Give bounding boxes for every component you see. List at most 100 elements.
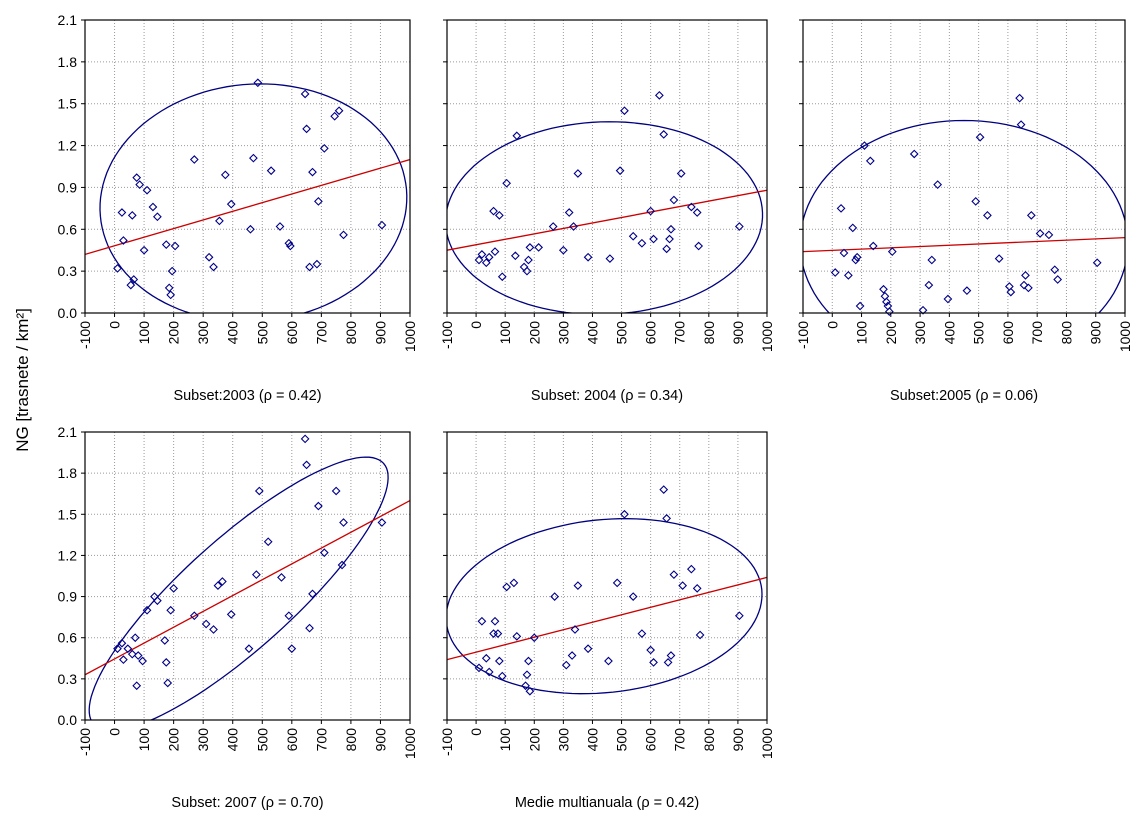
data-point <box>497 671 507 681</box>
data-point <box>662 514 672 523</box>
panel-caption: Subset:2003 (ρ = 0.42) <box>173 388 321 404</box>
chart-panel-1: -100 0 100 200 300 400 500 600 700 800 900 1000 0.0 0… <box>58 12 418 404</box>
data-point <box>249 153 258 163</box>
x-tick-label: 800 <box>343 321 359 345</box>
data-point <box>209 625 218 634</box>
x-tick-label: 300 <box>195 321 211 345</box>
data-point <box>524 255 533 265</box>
data-point <box>377 518 387 527</box>
x-tick-label: 400 <box>584 321 600 345</box>
data-point <box>1021 270 1030 280</box>
data-point <box>497 272 507 282</box>
data-point <box>135 180 145 190</box>
x-tick-label: 600 <box>284 321 300 345</box>
data-point <box>879 284 888 294</box>
data-point <box>666 651 676 660</box>
x-tick-label: 900 <box>1088 321 1104 345</box>
x-tick-label: 300 <box>555 728 571 752</box>
x-tick-label: 600 <box>643 728 659 752</box>
data-point <box>1015 93 1024 103</box>
data-point <box>676 169 686 178</box>
data-point <box>669 570 679 580</box>
data-point <box>887 247 897 256</box>
data-point <box>909 149 919 159</box>
x-tick-label: 400 <box>225 728 241 752</box>
data-point <box>1044 230 1054 240</box>
confidence-ellipse <box>88 456 389 720</box>
data-point <box>246 224 255 234</box>
data-point <box>266 166 276 176</box>
data-point <box>1024 283 1033 293</box>
data-point <box>994 254 1004 263</box>
data-point <box>502 582 512 592</box>
data-point <box>484 252 494 262</box>
data-point <box>490 247 500 256</box>
data-point <box>331 486 341 496</box>
data-point <box>502 178 512 188</box>
y-tick-label: 0.9 <box>58 179 78 195</box>
data-point <box>189 155 199 164</box>
y-tick-label: 0.9 <box>58 589 78 605</box>
data-point <box>851 255 861 265</box>
data-point <box>337 560 347 570</box>
data-point <box>884 307 894 316</box>
data-point <box>620 106 629 116</box>
chart-panel-2: -100 0 100 200 300 400 500 600 700 800 900 1000 Subs… <box>439 19 775 404</box>
data-point <box>308 589 317 599</box>
data-point <box>302 460 311 470</box>
data-point <box>615 166 625 176</box>
data-point <box>522 266 532 276</box>
data-point <box>605 254 615 263</box>
data-point <box>1016 120 1026 130</box>
data-point <box>113 644 122 654</box>
data-point <box>882 297 891 307</box>
regression-line <box>85 158 410 256</box>
data-point <box>490 616 500 626</box>
x-tick-label: 500 <box>614 728 630 752</box>
data-point <box>153 212 162 222</box>
y-tick-label: 1.5 <box>58 96 78 112</box>
data-point <box>865 156 875 166</box>
data-point <box>637 629 647 638</box>
data-point <box>166 290 176 300</box>
data-point <box>692 583 702 593</box>
y-tick-label: 2.1 <box>58 424 78 440</box>
regression-line <box>447 576 767 661</box>
data-point <box>637 238 647 248</box>
data-point <box>924 280 934 290</box>
regression-line <box>447 189 767 251</box>
data-point <box>534 243 544 252</box>
data-point <box>319 143 329 153</box>
x-tick-label: 800 <box>1058 321 1074 345</box>
x-tick-label: 700 <box>672 321 688 345</box>
data-point <box>525 243 535 252</box>
x-tick-label: 200 <box>883 321 899 345</box>
x-tick-label: 0 <box>824 321 840 329</box>
x-tick-label: 1000 <box>759 728 775 759</box>
data-point <box>220 170 230 180</box>
data-point <box>117 638 127 648</box>
data-point <box>142 185 152 195</box>
data-point <box>117 208 127 217</box>
x-tick-label: -100 <box>439 728 455 756</box>
data-point <box>377 220 387 230</box>
data-point <box>201 619 211 629</box>
x-tick-label: 1000 <box>402 728 418 759</box>
data-point <box>567 651 577 660</box>
y-axis-label: NG [trasnete / km²] <box>13 308 32 452</box>
data-point <box>284 611 294 621</box>
data-point <box>153 596 162 606</box>
data-point <box>287 644 297 654</box>
data-point <box>868 241 878 251</box>
data-point <box>649 658 658 667</box>
x-tick-label: 200 <box>526 321 542 345</box>
data-point <box>170 241 180 251</box>
data-point <box>569 222 578 231</box>
data-point <box>649 234 658 244</box>
x-tick-label: 800 <box>343 728 359 752</box>
data-point <box>302 124 311 134</box>
x-tick-label: 700 <box>1029 321 1045 345</box>
data-point <box>330 111 340 121</box>
x-tick-label: 100 <box>497 728 513 752</box>
data-point <box>133 651 143 660</box>
